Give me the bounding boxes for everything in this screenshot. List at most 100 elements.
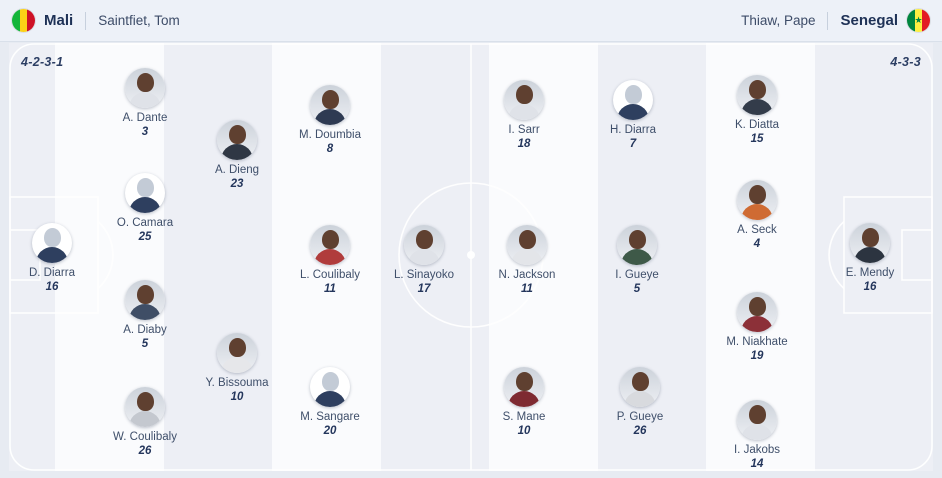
player-number: 26 bbox=[138, 445, 152, 457]
avatar-torso bbox=[314, 109, 346, 125]
player-photo-avatar bbox=[217, 333, 257, 373]
player[interactable]: N. Jackson 11 bbox=[481, 225, 573, 296]
home-team-name[interactable]: Mali bbox=[44, 12, 74, 29]
player-photo-avatar bbox=[504, 367, 544, 407]
player-name: E. Mendy bbox=[845, 267, 895, 279]
avatar-torso bbox=[854, 247, 886, 263]
player-placeholder-avatar bbox=[125, 173, 165, 213]
avatar-head bbox=[136, 285, 154, 304]
player-name: H. Diarra bbox=[609, 124, 656, 136]
player[interactable]: A. Seck 4 bbox=[711, 180, 803, 251]
player-number: 11 bbox=[324, 283, 336, 295]
player[interactable]: A. Dieng 23 bbox=[191, 120, 283, 191]
avatar-head bbox=[321, 90, 339, 109]
player-name: P. Gueye bbox=[616, 411, 664, 423]
player-name: W. Coulibaly bbox=[113, 431, 177, 443]
avatar-head bbox=[228, 338, 246, 357]
avatar-head bbox=[515, 372, 533, 391]
player[interactable]: W. Coulibaly 26 bbox=[99, 387, 191, 458]
player-photo-avatar bbox=[125, 387, 165, 427]
avatar-torso bbox=[129, 304, 161, 320]
home-team-header[interactable]: Mali Saintfiet, Tom bbox=[12, 9, 180, 32]
header-divider bbox=[827, 11, 829, 30]
away-coach-name[interactable]: Thiaw, Pape bbox=[741, 13, 816, 28]
avatar-torso bbox=[741, 99, 773, 115]
player[interactable]: A. Diaby 5 bbox=[99, 280, 191, 351]
player[interactable]: A. Dante 3 bbox=[99, 68, 191, 139]
home-coach-name[interactable]: Saintfiet, Tom bbox=[98, 13, 180, 28]
player-name: M. Sangare bbox=[300, 411, 360, 423]
avatar-head bbox=[748, 185, 766, 204]
player[interactable]: I. Sarr 18 bbox=[478, 80, 570, 151]
avatar-torso bbox=[129, 92, 161, 108]
player-number: 23 bbox=[230, 178, 244, 190]
player[interactable]: K. Diatta 15 bbox=[711, 75, 803, 146]
player-number: 10 bbox=[230, 391, 244, 403]
away-team-header[interactable]: Thiaw, Pape Senegal ★ bbox=[741, 9, 930, 32]
player-name: I. Sarr bbox=[508, 124, 540, 136]
player-photo-avatar bbox=[737, 400, 777, 440]
player-name: A. Dieng bbox=[214, 164, 260, 176]
player[interactable]: M. Sangare 20 bbox=[284, 367, 376, 438]
player-photo-avatar bbox=[310, 225, 350, 265]
player[interactable]: I. Gueye 5 bbox=[591, 225, 683, 296]
avatar-head bbox=[631, 372, 649, 391]
mali-flag-icon bbox=[12, 9, 35, 32]
player[interactable]: H. Diarra 7 bbox=[587, 80, 679, 151]
player-number: 17 bbox=[417, 283, 431, 295]
avatar-torso bbox=[741, 424, 773, 440]
avatar-torso bbox=[741, 204, 773, 220]
avatar-head bbox=[228, 125, 246, 144]
player[interactable]: L. Sinayoko 17 bbox=[378, 225, 470, 296]
player-placeholder-avatar bbox=[32, 223, 72, 263]
avatar-head bbox=[748, 297, 766, 316]
player-number: 7 bbox=[629, 138, 637, 150]
player[interactable]: M. Niakhate 19 bbox=[711, 292, 803, 363]
avatar-head bbox=[136, 178, 154, 197]
avatar-torso bbox=[621, 249, 653, 265]
player-photo-avatar bbox=[507, 225, 547, 265]
player-number: 16 bbox=[863, 281, 877, 293]
avatar-head bbox=[748, 405, 766, 424]
player-number: 26 bbox=[633, 425, 647, 437]
player-number: 5 bbox=[633, 283, 641, 295]
player-photo-avatar bbox=[850, 223, 890, 263]
player-name: A. Dante bbox=[122, 112, 168, 124]
senegal-star-icon: ★ bbox=[914, 15, 923, 25]
avatar-head bbox=[321, 230, 339, 249]
player-number: 4 bbox=[753, 238, 761, 250]
away-formation-label: 4-3-3 bbox=[890, 55, 921, 69]
player[interactable]: L. Coulibaly 11 bbox=[284, 225, 376, 296]
player-name: I. Gueye bbox=[615, 269, 659, 281]
player[interactable]: Y. Bissouma 10 bbox=[191, 333, 283, 404]
player-photo-avatar bbox=[737, 292, 777, 332]
player-number: 3 bbox=[141, 126, 149, 138]
player[interactable]: M. Doumbia 8 bbox=[284, 85, 376, 156]
player-photo-avatar bbox=[310, 85, 350, 125]
player[interactable]: S. Mane 10 bbox=[478, 367, 570, 438]
pitch-left-gutter bbox=[0, 43, 9, 478]
player-number: 5 bbox=[141, 338, 149, 350]
avatar-torso bbox=[508, 391, 540, 407]
player[interactable]: E. Mendy 16 bbox=[824, 223, 916, 294]
player-number: 20 bbox=[323, 425, 337, 437]
away-team-name[interactable]: Senegal bbox=[840, 12, 898, 29]
player-number: 14 bbox=[750, 458, 764, 470]
player-photo-avatar bbox=[737, 180, 777, 220]
header: Mali Saintfiet, Tom Thiaw, Pape Senegal … bbox=[0, 0, 942, 42]
senegal-flag-icon: ★ bbox=[907, 9, 930, 32]
player-name: S. Mane bbox=[502, 411, 546, 423]
avatar-head bbox=[861, 228, 879, 247]
player-name: A. Seck bbox=[737, 224, 777, 236]
avatar-head bbox=[136, 73, 154, 92]
avatar-torso bbox=[511, 249, 543, 265]
player[interactable]: D. Diarra 16 bbox=[6, 223, 98, 294]
player-photo-avatar bbox=[125, 280, 165, 320]
avatar-torso bbox=[36, 247, 68, 263]
avatar-torso bbox=[129, 411, 161, 427]
avatar-torso bbox=[314, 249, 346, 265]
player[interactable]: I. Jakobs 14 bbox=[711, 400, 803, 471]
player[interactable]: O. Camara 25 bbox=[99, 173, 191, 244]
player[interactable]: P. Gueye 26 bbox=[594, 367, 686, 438]
